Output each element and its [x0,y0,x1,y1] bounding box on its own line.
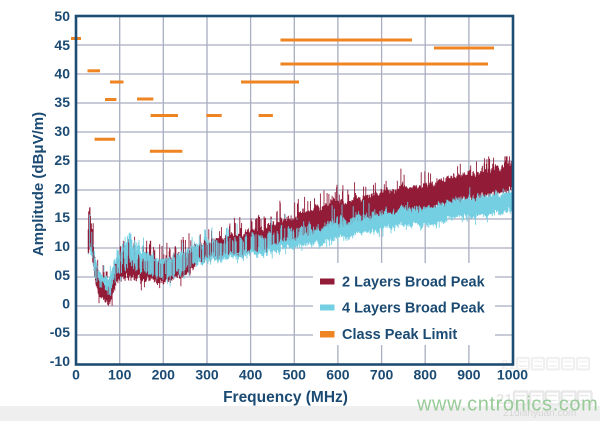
svg-text:0: 0 [72,367,80,383]
svg-text:0: 0 [62,296,70,312]
svg-text:15: 15 [54,209,70,225]
svg-text:100: 100 [108,367,132,383]
svg-text:Class Peak Limit: Class Peak Limit [342,327,457,343]
svg-text:600: 600 [326,367,350,383]
svg-text:10: 10 [54,238,70,254]
svg-text:50: 50 [54,8,70,24]
svg-text:1000: 1000 [497,367,528,383]
svg-text:2 Layers Broad Peak: 2 Layers Broad Peak [342,275,486,291]
svg-text:40: 40 [54,66,70,82]
svg-text:-05: -05 [50,324,70,340]
svg-text:21: 21 [496,391,513,408]
svg-text:800: 800 [414,367,438,383]
svg-text:25: 25 [54,152,70,168]
svg-text:900: 900 [457,367,481,383]
svg-text:400: 400 [239,367,263,383]
svg-text:30: 30 [54,123,70,139]
svg-text:20: 20 [54,181,70,197]
svg-text:www.cntronics.com: www.cntronics.com [416,394,598,416]
svg-text:700: 700 [370,367,394,383]
svg-text:500: 500 [283,367,307,383]
svg-text:21dianyuan.com: 21dianyuan.com [503,408,576,419]
svg-text:300: 300 [195,367,219,383]
svg-text:35: 35 [54,94,70,110]
svg-text:05: 05 [54,267,70,283]
svg-text:Frequency (MHz): Frequency (MHz) [223,389,348,406]
svg-text:4 Layers Broad Peak: 4 Layers Broad Peak [342,301,486,317]
svg-text:45: 45 [54,37,70,53]
svg-text:Amplitude (dBμV/m): Amplitude (dBμV/m) [30,112,47,256]
svg-text:200: 200 [152,367,176,383]
svg-text:-10: -10 [50,353,70,369]
